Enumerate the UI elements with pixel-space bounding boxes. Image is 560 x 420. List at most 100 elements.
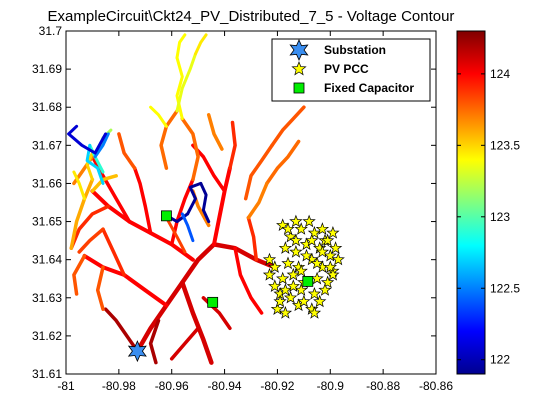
pv-pcc-marker <box>326 225 340 239</box>
x-tick-label: -80.96 <box>155 379 189 393</box>
feeder-segment <box>180 280 214 365</box>
colorbar-tick-label: 123.5 <box>490 138 520 152</box>
colorbar-tick-label: 123 <box>490 210 510 224</box>
colorbar-tick-label: 122 <box>490 353 510 367</box>
feeder-segment <box>175 52 197 113</box>
legend-substation-icon <box>289 39 309 61</box>
y-tick-label: 31.68 <box>32 100 62 114</box>
pv-pcc-marker <box>331 252 345 266</box>
x-tick-label: -80.94 <box>208 379 242 393</box>
feeder-segment <box>246 181 269 220</box>
x-tick-label: -81 <box>57 379 75 393</box>
y-tick-label: 31.67 <box>32 138 62 152</box>
x-tick-label: -80.98 <box>102 379 136 393</box>
feeder-segment <box>246 215 259 262</box>
pv-pcc-marker <box>289 233 303 247</box>
feeder-segment <box>194 33 208 56</box>
pv-pcc-marker <box>320 233 335 247</box>
feeder-segment <box>169 326 200 361</box>
feeder-segment <box>212 166 232 247</box>
pv-pcc-marker <box>270 302 285 315</box>
x-tick-label: -80.86 <box>419 379 453 393</box>
pv-pcc-marker <box>276 271 290 285</box>
feeder-segment <box>164 216 187 254</box>
pv-pcc-marker <box>315 244 330 258</box>
pv-pcc-marker <box>294 264 308 277</box>
colorbar: 122 122.5 123 123.5 124 <box>456 30 520 375</box>
feeder-segment <box>243 143 274 201</box>
colorbar-tick-label: 122.5 <box>490 281 520 295</box>
feeder-segment <box>93 132 110 159</box>
y-tick-label: 31.61 <box>32 367 62 381</box>
chart-title: ExampleCircuit\Ckt24_PV_Distributed_7_5 … <box>48 8 455 25</box>
capacitor-marker <box>161 210 172 222</box>
pv-pcc-marker <box>294 283 308 296</box>
feeder-segment <box>72 254 87 296</box>
feeder-segment <box>270 105 306 148</box>
x-tick-label: -80.9 <box>317 379 345 393</box>
pv-pcc-marker <box>323 260 337 273</box>
pv-pcc-marker <box>326 267 340 281</box>
pv-pcc-marker <box>268 279 282 293</box>
plot-frame <box>65 30 437 375</box>
feeder-segment <box>90 189 195 262</box>
capacitor-marker <box>207 296 219 308</box>
y-tick-label: 31.69 <box>32 62 62 76</box>
y-tick-label: 31.63 <box>32 291 62 305</box>
pv-pcc-marker <box>320 275 335 289</box>
pv-pcc-marker <box>328 241 343 254</box>
colorbar-tick-label: 124 <box>490 67 510 81</box>
pv-pcc-marker <box>318 283 332 296</box>
legend-pv-icon <box>291 61 307 76</box>
feeder-segment <box>206 113 224 151</box>
pv-pcc-marker <box>305 233 319 247</box>
feeder-segment <box>72 170 86 201</box>
y-tick-label: 31.66 <box>32 176 62 190</box>
pv-pcc-marker <box>281 222 295 235</box>
pv-pcc-marker <box>294 222 308 235</box>
pv-pcc-marker <box>286 279 300 293</box>
pv-pcc-marker <box>289 244 303 258</box>
pv-pcc-marker <box>283 290 298 304</box>
feeder-segment <box>159 109 179 170</box>
pv-pcc-marker <box>307 225 322 239</box>
feeder-segment <box>69 177 95 250</box>
feeder-segment <box>69 204 111 250</box>
feeder-segment <box>85 143 105 185</box>
feeder-segment <box>67 124 108 155</box>
colorbar-gradient <box>456 30 486 375</box>
feeder-segment <box>149 105 168 128</box>
pv-pcc-marker <box>278 283 293 296</box>
legend-label: Substation <box>324 43 386 57</box>
substation-marker <box>127 340 147 363</box>
y-tick-label: 31.64 <box>32 253 62 267</box>
y-tick-label: 31.62 <box>32 329 62 343</box>
feeder-segment <box>85 151 94 182</box>
feeder-segment <box>90 155 132 224</box>
x-tick-label: -80.92 <box>260 379 294 393</box>
feeder-segment <box>132 166 153 235</box>
pv-pcc-marker <box>307 305 322 319</box>
legend: Substation PV PCC Fixed Capacitor <box>271 38 431 102</box>
feeder-segment <box>180 116 200 182</box>
feeder-segment <box>101 227 126 277</box>
pv-pcc-marker <box>323 248 337 262</box>
feeder-segment <box>103 307 140 353</box>
feeder-segment <box>117 132 137 170</box>
pv-pcc-marker <box>278 305 293 319</box>
marker-layer <box>127 210 345 363</box>
pv-pcc-marker <box>268 260 282 273</box>
feeder-segment <box>135 242 278 354</box>
pv-pcc-marker <box>289 214 303 228</box>
pv-pcc-marker <box>278 241 293 254</box>
legend-label: Fixed Capacitor <box>324 81 414 95</box>
feeder-segment <box>95 265 105 311</box>
pv-pcc-marker <box>307 286 322 300</box>
pv-pcc-marker <box>262 267 277 281</box>
pv-pcc-marker <box>286 267 300 281</box>
feeder-segment <box>199 181 211 224</box>
legend-capacitor-icon <box>293 82 305 94</box>
feeder-segment <box>175 56 184 121</box>
pv-pcc-marker <box>297 294 311 308</box>
